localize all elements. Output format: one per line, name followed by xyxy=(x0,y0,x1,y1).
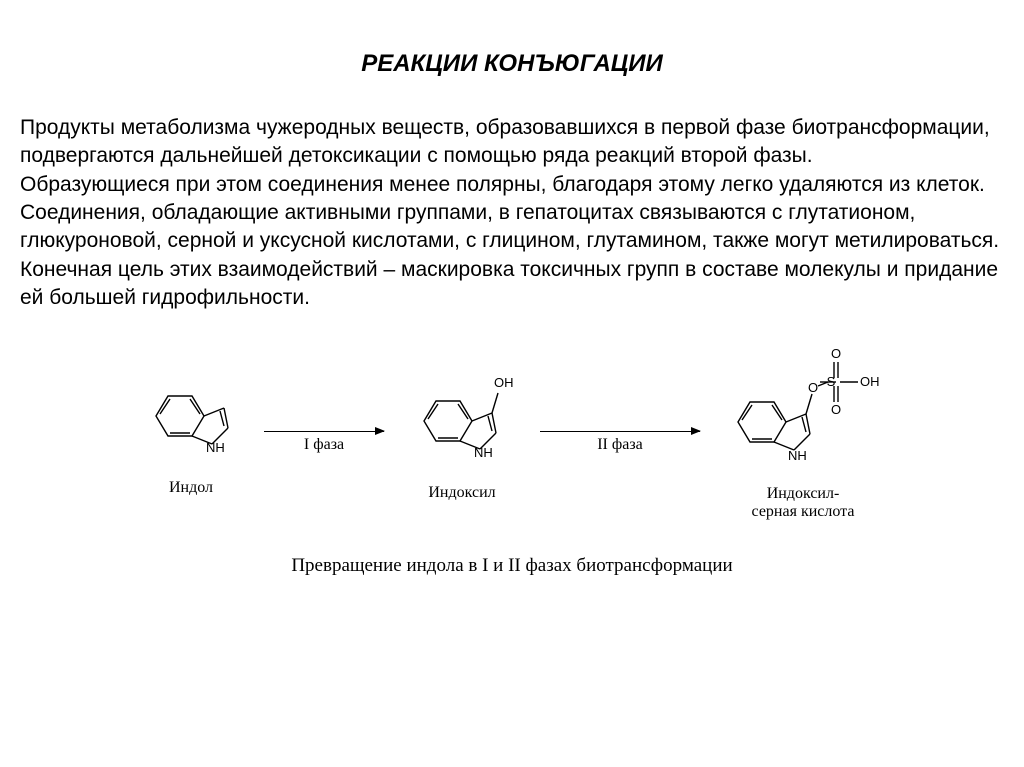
oh-label-2: OH xyxy=(860,374,880,389)
molecule-indole: NH Индол xyxy=(136,366,246,497)
arrow-label-phase-2: II фаза xyxy=(597,436,643,454)
o-label-up: O xyxy=(831,346,841,361)
nh-label-3: NH xyxy=(788,448,807,463)
nh-label-2: NH xyxy=(474,445,493,460)
molecule-indoxyl-sulfate: O S O O OH NH Индоксил- серная кислота xyxy=(718,342,888,521)
arrow-line-icon xyxy=(540,431,700,432)
arrow-label-phase-1: I фаза xyxy=(304,436,344,454)
page-title: РЕАКЦИИ КОНЪЮГАЦИИ xyxy=(20,50,1004,78)
arrow-line-icon xyxy=(264,431,384,432)
o-label-down: O xyxy=(831,402,841,417)
diagram-caption: Превращение индола в I и II фазах биотра… xyxy=(92,555,932,577)
molecule-label-indole: Индол xyxy=(136,479,246,497)
molecule-indoxyl: OH NH Индоксил xyxy=(402,361,522,502)
molecule-label-indoxyl: Индоксил xyxy=(402,484,522,502)
indole-structure-icon: NH xyxy=(136,366,246,466)
s-label: S xyxy=(827,374,836,389)
indoxyl-structure-icon: OH NH xyxy=(402,361,522,471)
o-label-1: O xyxy=(808,380,818,395)
body-paragraph: Продукты метаболизма чужеродных веществ,… xyxy=(20,114,1004,312)
arrow-phase-1: I фаза xyxy=(264,409,384,454)
nh-label: NH xyxy=(206,440,225,455)
indoxyl-sulfate-structure-icon: O S O O OH NH xyxy=(718,342,888,472)
oh-label: OH xyxy=(494,375,514,390)
molecule-label-indoxyl-sulfate: Индоксил- серная кислота xyxy=(718,485,888,521)
arrow-phase-2: II фаза xyxy=(540,409,700,454)
reaction-diagram: NH Индол I фаза xyxy=(92,342,932,577)
